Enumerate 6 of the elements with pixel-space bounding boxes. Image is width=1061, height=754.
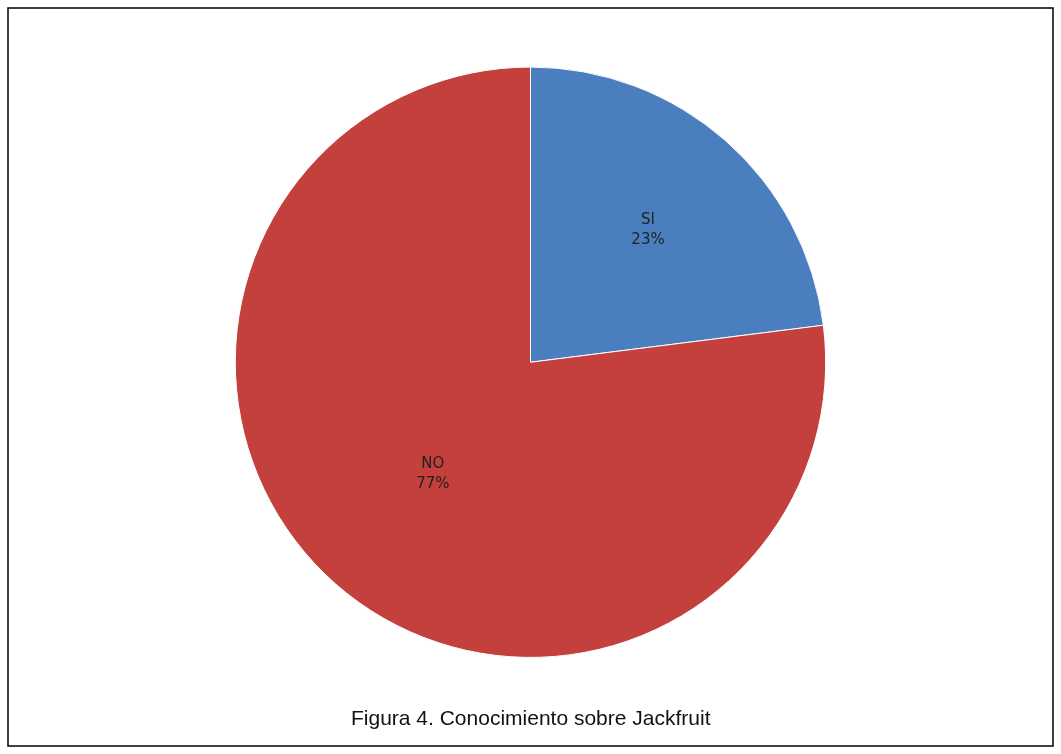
slice-label: NO [421,454,445,473]
data-label: 77% [416,473,450,492]
data-label: 23% [631,229,665,248]
pie-slice [235,66,827,658]
text: Figura 4. Conocimiento sobre Jackfruit [351,706,711,729]
slice-label: SI [641,210,655,229]
